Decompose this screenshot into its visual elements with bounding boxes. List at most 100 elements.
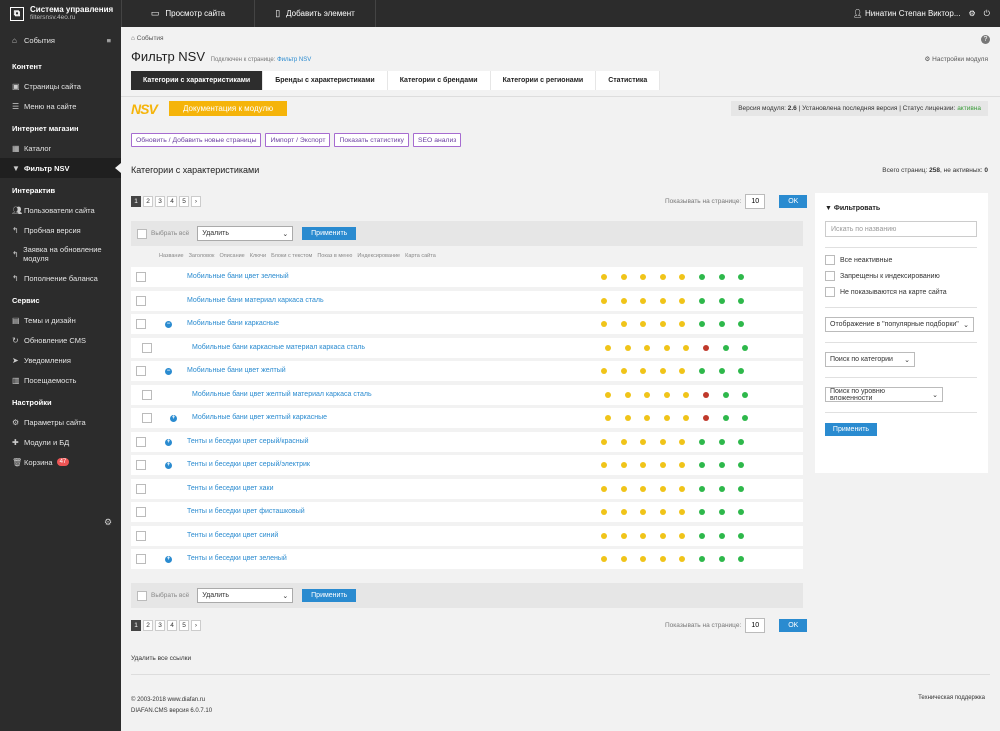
row-checkbox[interactable]	[136, 272, 146, 282]
row-checkbox[interactable]	[142, 413, 152, 423]
select-all-checkbox[interactable]	[137, 590, 147, 601]
select-all-checkbox[interactable]	[137, 228, 147, 239]
menu-collapse-icon[interactable]: ≡	[106, 36, 111, 45]
sidebar-item-catalog[interactable]: ▦ Каталог	[12, 143, 52, 153]
row-name-link[interactable]: Мобильные бани каркасные материал каркас…	[192, 343, 365, 351]
sidebar-item-stats[interactable]: ▥ Посещаемость	[12, 375, 77, 385]
tab-brands-characteristics[interactable]: Бренды с характеристиками	[263, 71, 388, 90]
row-checkbox[interactable]	[136, 366, 146, 376]
checkbox[interactable]	[825, 271, 835, 281]
per-page-input[interactable]	[745, 618, 766, 633]
row-checkbox[interactable]	[136, 483, 146, 494]
brand[interactable]: ⧉ Система управления filtersnsv.4eo.ru	[0, 0, 121, 27]
sidebar-item-trial[interactable]: ↰ Пробная версия	[12, 225, 81, 235]
row-name-link[interactable]: Мобильные бани цвет желтый	[187, 367, 286, 374]
row-checkbox[interactable]	[142, 389, 152, 400]
sidebar-item-events[interactable]: ⌂ События ≡	[12, 36, 111, 45]
sidebar-item-users[interactable]: 👥︎ Пользователи сайта	[12, 205, 95, 215]
page-4[interactable]: 4	[167, 196, 177, 207]
page-1[interactable]: 1	[131, 620, 141, 631]
filter-not-in-sitemap[interactable]: Не показываются на карте сайта	[825, 287, 947, 297]
sidebar-item-cms-update[interactable]: ↻ Обновление CMS	[12, 335, 87, 345]
page-4[interactable]: 4	[167, 620, 177, 631]
help-icon[interactable]: ?	[981, 35, 990, 44]
update-pages-button[interactable]: Обновить / Добавить новые страницы	[131, 133, 262, 147]
row-name-link[interactable]: Тенты и беседки цвет синий	[187, 531, 279, 539]
module-settings-link[interactable]: ⚙ Настройки модуля	[924, 56, 988, 63]
expand-icon[interactable]: +	[165, 462, 172, 469]
per-page-ok-button[interactable]: OK	[779, 195, 808, 208]
sidebar-item-pages[interactable]: ▣ Страницы сайта	[12, 81, 81, 91]
bulk-apply-button[interactable]: Применить	[302, 227, 357, 240]
per-page-input[interactable]	[745, 194, 766, 209]
expand-icon[interactable]: +	[165, 556, 172, 563]
row-name-link[interactable]: Мобильные бани цвет желтый каркасные	[192, 414, 328, 421]
page-3[interactable]: 3	[155, 620, 165, 631]
row-name-link[interactable]: Мобильные бани цвет желтый материал карк…	[192, 390, 372, 398]
filter-nesting-select[interactable]: Поиск по уровню вложенности ⌄	[825, 387, 943, 402]
sidebar-item-balance[interactable]: ↰ Пополнение баланса	[12, 273, 98, 283]
support-link[interactable]: Техническая поддержка	[918, 695, 985, 701]
collapse-icon[interactable]: −	[165, 321, 172, 328]
tab-categories-brands[interactable]: Категории с брендами	[387, 71, 491, 90]
filter-apply-button[interactable]: Применить	[825, 423, 877, 436]
seo-analysis-button[interactable]: SEO анализ	[412, 133, 462, 147]
filter-category-select[interactable]: Поиск по категории ⌄	[825, 352, 915, 367]
sidebar-item-modules[interactable]: ✚ Модули и БД	[12, 437, 70, 447]
row-name-link[interactable]: Мобильные бани цвет зеленый	[187, 273, 289, 280]
row-checkbox[interactable]	[136, 507, 146, 517]
sidebar-settings-icon[interactable]: ⚙	[104, 517, 113, 527]
row-checkbox[interactable]	[136, 460, 146, 470]
bulk-apply-button[interactable]: Применить	[302, 589, 357, 602]
expand-icon[interactable]: +	[165, 438, 172, 446]
sidebar-item-filter-nsv[interactable]: ▼ Фильтр NSV	[0, 158, 121, 178]
page-2[interactable]: 2	[143, 620, 153, 631]
subtitle-page-link[interactable]: Фильтр NSV	[277, 57, 312, 63]
add-element-button[interactable]: ▯ Добавить элемент	[254, 0, 375, 27]
tab-categories-characteristics[interactable]: Категории с характеристиками	[131, 71, 264, 90]
row-name-link[interactable]: Тенты и беседки цвет серый/красный	[187, 437, 309, 445]
tab-statistics[interactable]: Статистика	[596, 71, 661, 90]
filter-inactive[interactable]: Все неактивные	[825, 255, 892, 265]
row-name-link[interactable]: Тенты и беседки цвет фисташковый	[187, 508, 305, 515]
expand-icon[interactable]: +	[170, 415, 177, 422]
row-checkbox[interactable]	[136, 295, 146, 306]
filter-search-input[interactable]: Искать по названию	[825, 221, 977, 237]
row-checkbox[interactable]	[136, 530, 146, 541]
tab-categories-regions[interactable]: Категории с регионами	[490, 71, 597, 90]
row-name-link[interactable]: Тенты и беседки цвет зеленый	[187, 555, 287, 562]
row-name-link[interactable]: Мобильные бани каркасные	[187, 320, 280, 327]
page-2[interactable]: 2	[143, 196, 153, 207]
filter-noindex[interactable]: Запрещены к индексированию	[825, 271, 940, 281]
row-name-link[interactable]: Тенты и беседки цвет хаки	[187, 484, 274, 492]
breadcrumb[interactable]: ⌂ События	[131, 35, 164, 42]
row-checkbox[interactable]	[136, 554, 146, 564]
user-menu[interactable]: 👤︎ Нинатин Степан Виктор...	[852, 9, 961, 18]
bulk-action-select[interactable]: Удалить ⌄	[197, 588, 294, 603]
collapse-icon[interactable]: −	[165, 368, 172, 375]
row-checkbox[interactable]	[136, 436, 146, 447]
row-name-link[interactable]: Мобильные бани материал каркаса сталь	[187, 296, 324, 304]
bulk-action-select[interactable]: Удалить ⌄	[197, 226, 294, 241]
page-next[interactable]: ›	[191, 620, 201, 631]
sidebar-item-menu[interactable]: ☰ Меню на сайте	[12, 101, 77, 111]
page-3[interactable]: 3	[155, 196, 165, 207]
row-checkbox[interactable]	[136, 319, 146, 329]
filter-popular-select[interactable]: Отображение в "популярные подборки" ⌄	[825, 317, 974, 332]
show-stats-button[interactable]: Показать статистику	[334, 133, 409, 147]
sidebar-item-notifications[interactable]: ➤ Уведомления	[12, 355, 71, 365]
page-next[interactable]: ›	[191, 196, 201, 207]
logout-icon[interactable]: ⏻	[983, 8, 990, 18]
per-page-ok-button[interactable]: OK	[779, 619, 808, 632]
sidebar-item-themes[interactable]: ▤ Темы и дизайн	[12, 315, 76, 325]
import-export-button[interactable]: Импорт / Экспорт	[265, 133, 331, 147]
sidebar-item-update-request[interactable]: ↰ Заявка на обновление модуля	[12, 245, 102, 263]
checkbox[interactable]	[825, 287, 835, 297]
sidebar-item-site-params[interactable]: ⚙ Параметры сайта	[12, 417, 86, 427]
delete-all-links-link[interactable]: Удалить все ссылки	[131, 655, 192, 662]
page-5[interactable]: 5	[179, 196, 189, 207]
page-5[interactable]: 5	[179, 620, 189, 631]
sidebar-item-trash[interactable]: 🗑︎ Корзина 47	[0, 452, 121, 472]
documentation-button[interactable]: Документация к модулю	[169, 101, 288, 116]
view-site-button[interactable]: ▭ Просмотр сайта	[121, 0, 254, 27]
